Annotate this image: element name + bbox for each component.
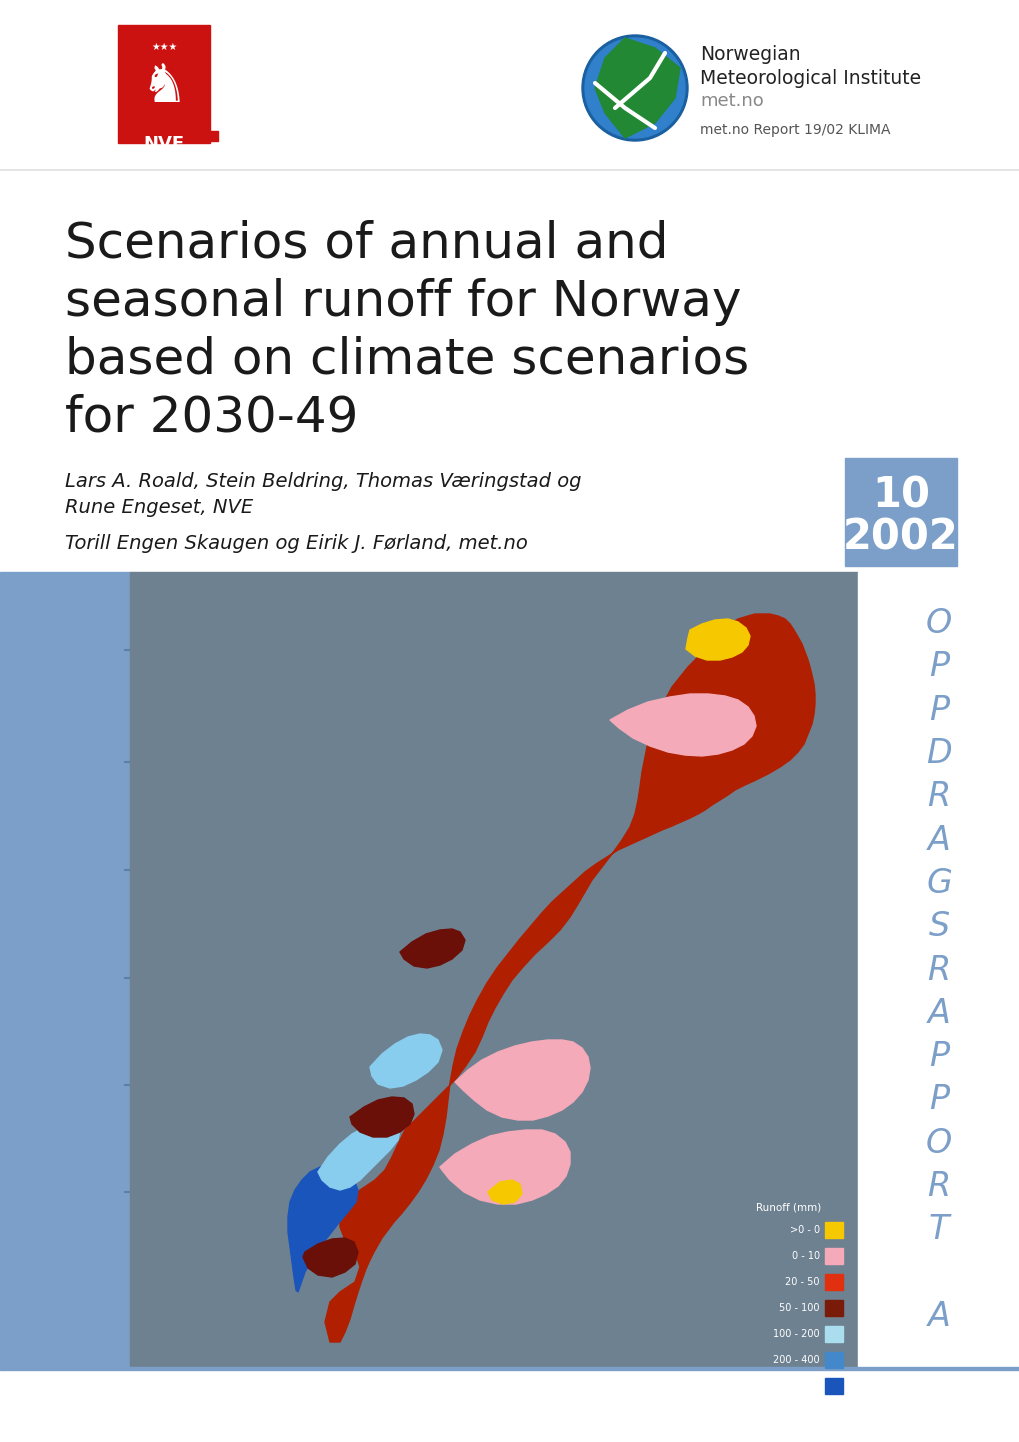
Bar (0, 1367, 1019, 1370)
Text: P: P (928, 650, 948, 684)
Text: seasonal runoff for Norway: seasonal runoff for Norway (65, 278, 741, 326)
Text: P: P (928, 694, 948, 727)
Text: S: S (927, 910, 949, 943)
Text: Runoff (mm): Runoff (mm) (755, 1203, 820, 1211)
Text: Rune Engeset, NVE: Rune Engeset, NVE (65, 497, 253, 518)
Text: R: R (926, 780, 950, 813)
Bar (824, 1379, 842, 1394)
Circle shape (582, 35, 688, 141)
Bar (824, 1247, 842, 1265)
Polygon shape (454, 1040, 589, 1120)
Bar (129, 572, 857, 1368)
Text: P: P (928, 1083, 948, 1116)
Polygon shape (594, 37, 680, 138)
Bar (824, 1353, 842, 1368)
Bar (0, 1368, 1019, 1442)
Text: for 2030-49: for 2030-49 (65, 394, 358, 443)
Bar (857, 572, 1019, 1368)
Bar (824, 1301, 842, 1317)
Text: met.no Report 19/02 KLIMA: met.no Report 19/02 KLIMA (699, 123, 890, 137)
Text: R: R (926, 953, 950, 986)
Circle shape (585, 37, 685, 138)
Text: T: T (928, 1213, 949, 1246)
Polygon shape (487, 1180, 522, 1204)
Text: NVE: NVE (144, 136, 184, 153)
Text: 50 - 100: 50 - 100 (779, 1304, 819, 1314)
Polygon shape (325, 614, 814, 1343)
Text: A: A (926, 996, 950, 1030)
Polygon shape (350, 1097, 414, 1136)
Text: Torill Engen Skaugen og Eirik J. Førland, met.no: Torill Engen Skaugen og Eirik J. Førland… (65, 534, 527, 552)
Text: P: P (928, 1040, 948, 1073)
Text: O: O (925, 1126, 951, 1159)
Text: 10: 10 (871, 474, 929, 518)
Polygon shape (318, 1120, 399, 1190)
Bar (844, 459, 956, 567)
Bar (210, 131, 218, 141)
Text: G: G (925, 867, 951, 900)
Text: 2002: 2002 (843, 518, 958, 559)
Text: 0 - 10: 0 - 10 (791, 1252, 819, 1260)
Bar (118, 25, 210, 143)
Polygon shape (399, 929, 465, 968)
Text: Meteorological Institute: Meteorological Institute (699, 69, 920, 88)
Polygon shape (303, 1239, 358, 1278)
Bar (824, 1327, 842, 1343)
Polygon shape (609, 694, 755, 756)
Polygon shape (370, 1034, 441, 1089)
Text: ★★★: ★★★ (151, 42, 177, 52)
Text: D: D (925, 737, 951, 770)
Text: met.no: met.no (699, 92, 763, 110)
Text: 400 - 500: 400 - 500 (772, 1381, 819, 1392)
Text: 20 - 50: 20 - 50 (785, 1278, 819, 1288)
Text: Norwegian: Norwegian (699, 46, 800, 65)
Text: A: A (926, 1299, 950, 1332)
Text: ♞: ♞ (141, 61, 187, 112)
Text: Lars A. Roald, Stein Beldring, Thomas Væringstad og: Lars A. Roald, Stein Beldring, Thomas Væ… (65, 472, 581, 490)
Polygon shape (439, 1131, 570, 1204)
Bar (824, 1273, 842, 1291)
Text: based on climate scenarios: based on climate scenarios (65, 336, 749, 384)
Text: R: R (926, 1169, 950, 1203)
Text: A: A (926, 823, 950, 857)
Bar (0, 572, 129, 1368)
Text: 100 - 200: 100 - 200 (772, 1330, 819, 1340)
Bar (824, 1221, 842, 1239)
Polygon shape (686, 619, 749, 660)
Text: >0 - 0: >0 - 0 (789, 1226, 819, 1234)
Polygon shape (287, 1165, 358, 1292)
Text: O: O (925, 607, 951, 640)
Text: Scenarios of annual and: Scenarios of annual and (65, 221, 667, 268)
Text: 200 - 400: 200 - 400 (772, 1355, 819, 1366)
